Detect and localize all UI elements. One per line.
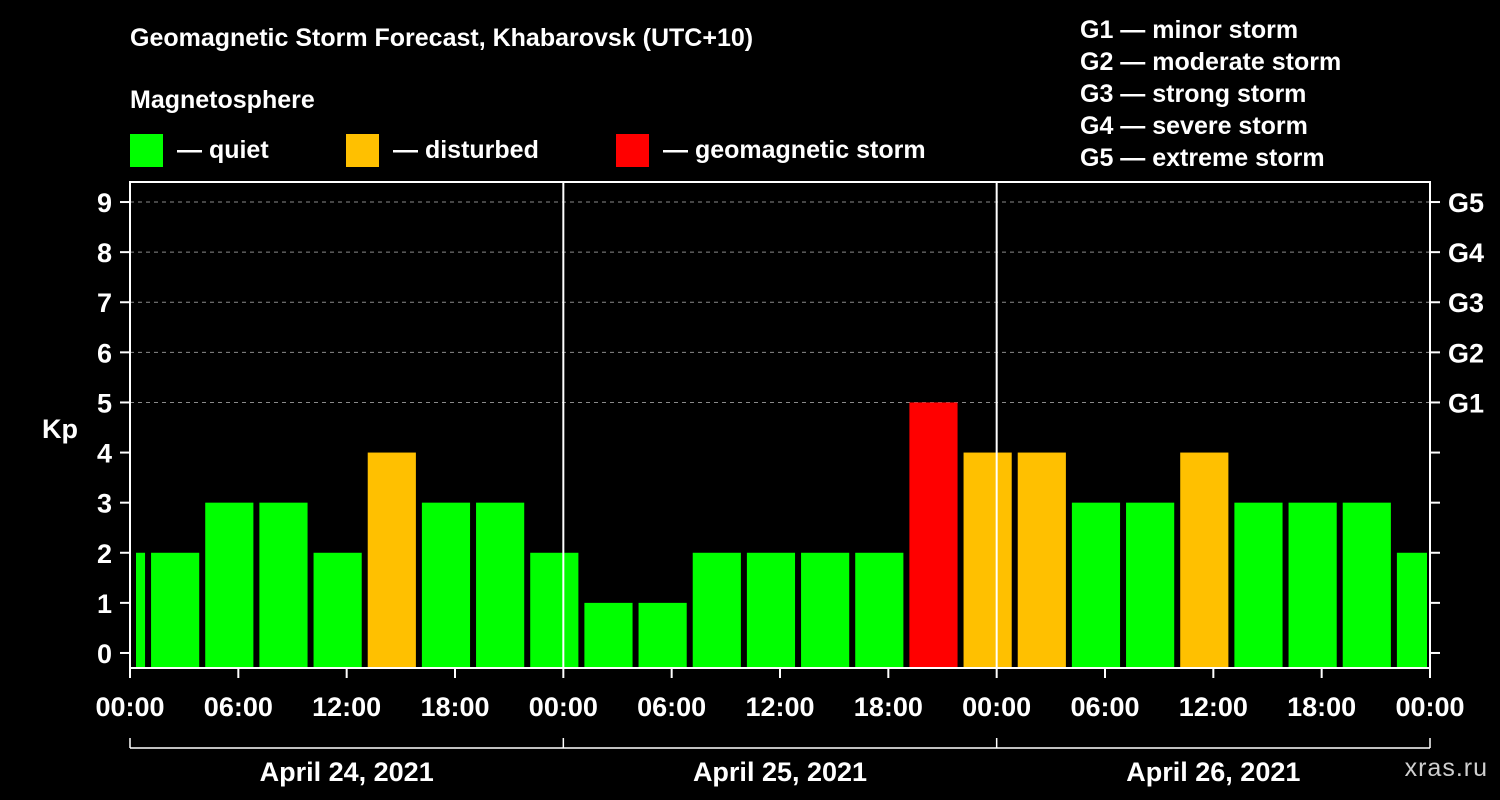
g-scale-label: G4 bbox=[1448, 238, 1484, 268]
kp-bar bbox=[1180, 452, 1229, 668]
kp-bar bbox=[313, 552, 362, 668]
x-tick-label: 00:00 bbox=[529, 692, 598, 722]
legend-swatch-quiet bbox=[130, 134, 163, 167]
watermark: xras.ru bbox=[1404, 754, 1488, 782]
y-tick-label: 9 bbox=[97, 188, 112, 218]
x-tick-label: 12:00 bbox=[745, 692, 814, 722]
x-tick-label: 18:00 bbox=[420, 692, 489, 722]
storm-level-g4: G4 — severe storm bbox=[1080, 112, 1308, 140]
y-tick-label: 2 bbox=[97, 539, 112, 569]
kp-bar bbox=[1342, 502, 1391, 668]
x-tick-label: 12:00 bbox=[1179, 692, 1248, 722]
legend-label-disturbed: — disturbed bbox=[393, 136, 539, 164]
storm-level-list: G1 — minor storm G2 — moderate storm G3 … bbox=[1080, 14, 1341, 174]
legend-item-disturbed: — disturbed bbox=[346, 134, 539, 167]
kp-bar bbox=[1396, 552, 1427, 668]
date-label: April 25, 2021 bbox=[693, 757, 867, 787]
x-tick-label: 18:00 bbox=[1287, 692, 1356, 722]
g-scale-label: G2 bbox=[1448, 338, 1484, 368]
g-scale-label: G5 bbox=[1448, 188, 1484, 218]
legend-label-quiet: — quiet bbox=[177, 136, 269, 164]
kp-bar bbox=[638, 602, 687, 668]
kp-bar bbox=[855, 552, 904, 668]
storm-level-g2: G2 — moderate storm bbox=[1080, 48, 1342, 76]
legend-heading: Magnetosphere bbox=[130, 86, 315, 114]
kp-bar bbox=[1017, 452, 1066, 668]
y-tick-label: 0 bbox=[97, 639, 112, 669]
storm-level-g1: G1 — minor storm bbox=[1080, 16, 1299, 44]
x-tick-label: 06:00 bbox=[204, 692, 273, 722]
kp-bar bbox=[476, 502, 525, 668]
kp-bar bbox=[746, 552, 796, 668]
x-tick-label: 00:00 bbox=[962, 692, 1031, 722]
y-tick-label: 5 bbox=[97, 388, 112, 418]
kp-bar bbox=[259, 502, 308, 668]
kp-bar bbox=[909, 402, 958, 668]
x-tick-label: 18:00 bbox=[854, 692, 923, 722]
kp-bar bbox=[205, 502, 254, 668]
kp-bar bbox=[1288, 502, 1337, 668]
kp-bar bbox=[1071, 502, 1121, 668]
y-tick-label: 7 bbox=[97, 288, 112, 318]
date-label: April 24, 2021 bbox=[260, 757, 434, 787]
kp-bar bbox=[367, 452, 416, 668]
x-tick-label: 06:00 bbox=[1070, 692, 1139, 722]
y-tick-label: 4 bbox=[97, 439, 112, 469]
kp-bar bbox=[1234, 502, 1283, 668]
legend-swatch-storm bbox=[616, 134, 649, 167]
kp-bar bbox=[963, 452, 1012, 668]
legend-label-storm: — geomagnetic storm bbox=[663, 136, 926, 164]
kp-bar bbox=[421, 502, 471, 668]
kp-bar bbox=[584, 602, 633, 668]
y-tick-label: 8 bbox=[97, 238, 112, 268]
kp-bar bbox=[136, 552, 146, 668]
g-scale-label: G3 bbox=[1448, 288, 1484, 318]
kp-bar bbox=[151, 552, 200, 668]
x-tick-label: 00:00 bbox=[1395, 692, 1464, 722]
storm-level-g5: G5 — extreme storm bbox=[1080, 144, 1325, 172]
date-label: April 26, 2021 bbox=[1126, 757, 1300, 787]
kp-bar bbox=[1126, 502, 1175, 668]
storm-level-g3: G3 — strong storm bbox=[1080, 80, 1307, 108]
x-tick-label: 12:00 bbox=[312, 692, 381, 722]
y-tick-label: 1 bbox=[97, 589, 112, 619]
y-tick-label: 6 bbox=[97, 338, 112, 368]
legend-item-quiet: — quiet bbox=[130, 134, 269, 167]
legend-swatch-disturbed bbox=[346, 134, 379, 167]
legend-item-storm: — geomagnetic storm bbox=[616, 134, 926, 167]
chart-title: Geomagnetic Storm Forecast, Khabarovsk (… bbox=[130, 24, 754, 52]
x-tick-label: 06:00 bbox=[637, 692, 706, 722]
y-axis-label: Kp bbox=[42, 414, 78, 444]
y-tick-label: 3 bbox=[97, 489, 112, 519]
kp-bar bbox=[692, 552, 741, 668]
kp-bar bbox=[801, 552, 850, 668]
x-tick-label: 00:00 bbox=[95, 692, 164, 722]
kp-bar bbox=[530, 552, 579, 668]
g-scale-label: G1 bbox=[1448, 388, 1484, 418]
